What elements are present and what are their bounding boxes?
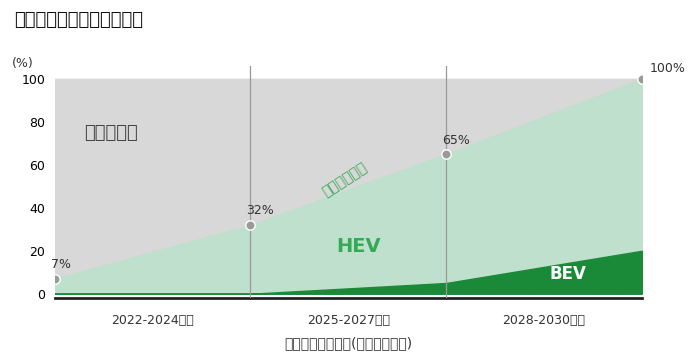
Text: 電動化率目標: 電動化率目標 — [319, 160, 370, 199]
Text: (%): (%) — [12, 57, 34, 70]
Text: 社用車電動化目標(ストック割合): 社用車電動化目標(ストック割合) — [284, 336, 412, 350]
Text: 2022-2024年度: 2022-2024年度 — [111, 314, 194, 327]
Text: 2028-2030年度: 2028-2030年度 — [503, 314, 585, 327]
Text: 2025-2027年度: 2025-2027年度 — [307, 314, 390, 327]
Text: BEV: BEV — [549, 265, 586, 283]
Text: HEV: HEV — [336, 237, 380, 256]
Text: 65%: 65% — [442, 134, 470, 146]
Text: 100%: 100% — [650, 61, 685, 75]
Text: 32%: 32% — [246, 205, 274, 218]
Point — [49, 276, 60, 281]
Point — [636, 76, 648, 82]
Point — [440, 151, 452, 157]
Point — [245, 222, 256, 228]
Text: 社用車電動化ロードマップ: 社用車電動化ロードマップ — [14, 11, 143, 29]
Text: ガソリン車: ガソリン車 — [84, 123, 138, 141]
Text: 7%: 7% — [51, 258, 71, 271]
